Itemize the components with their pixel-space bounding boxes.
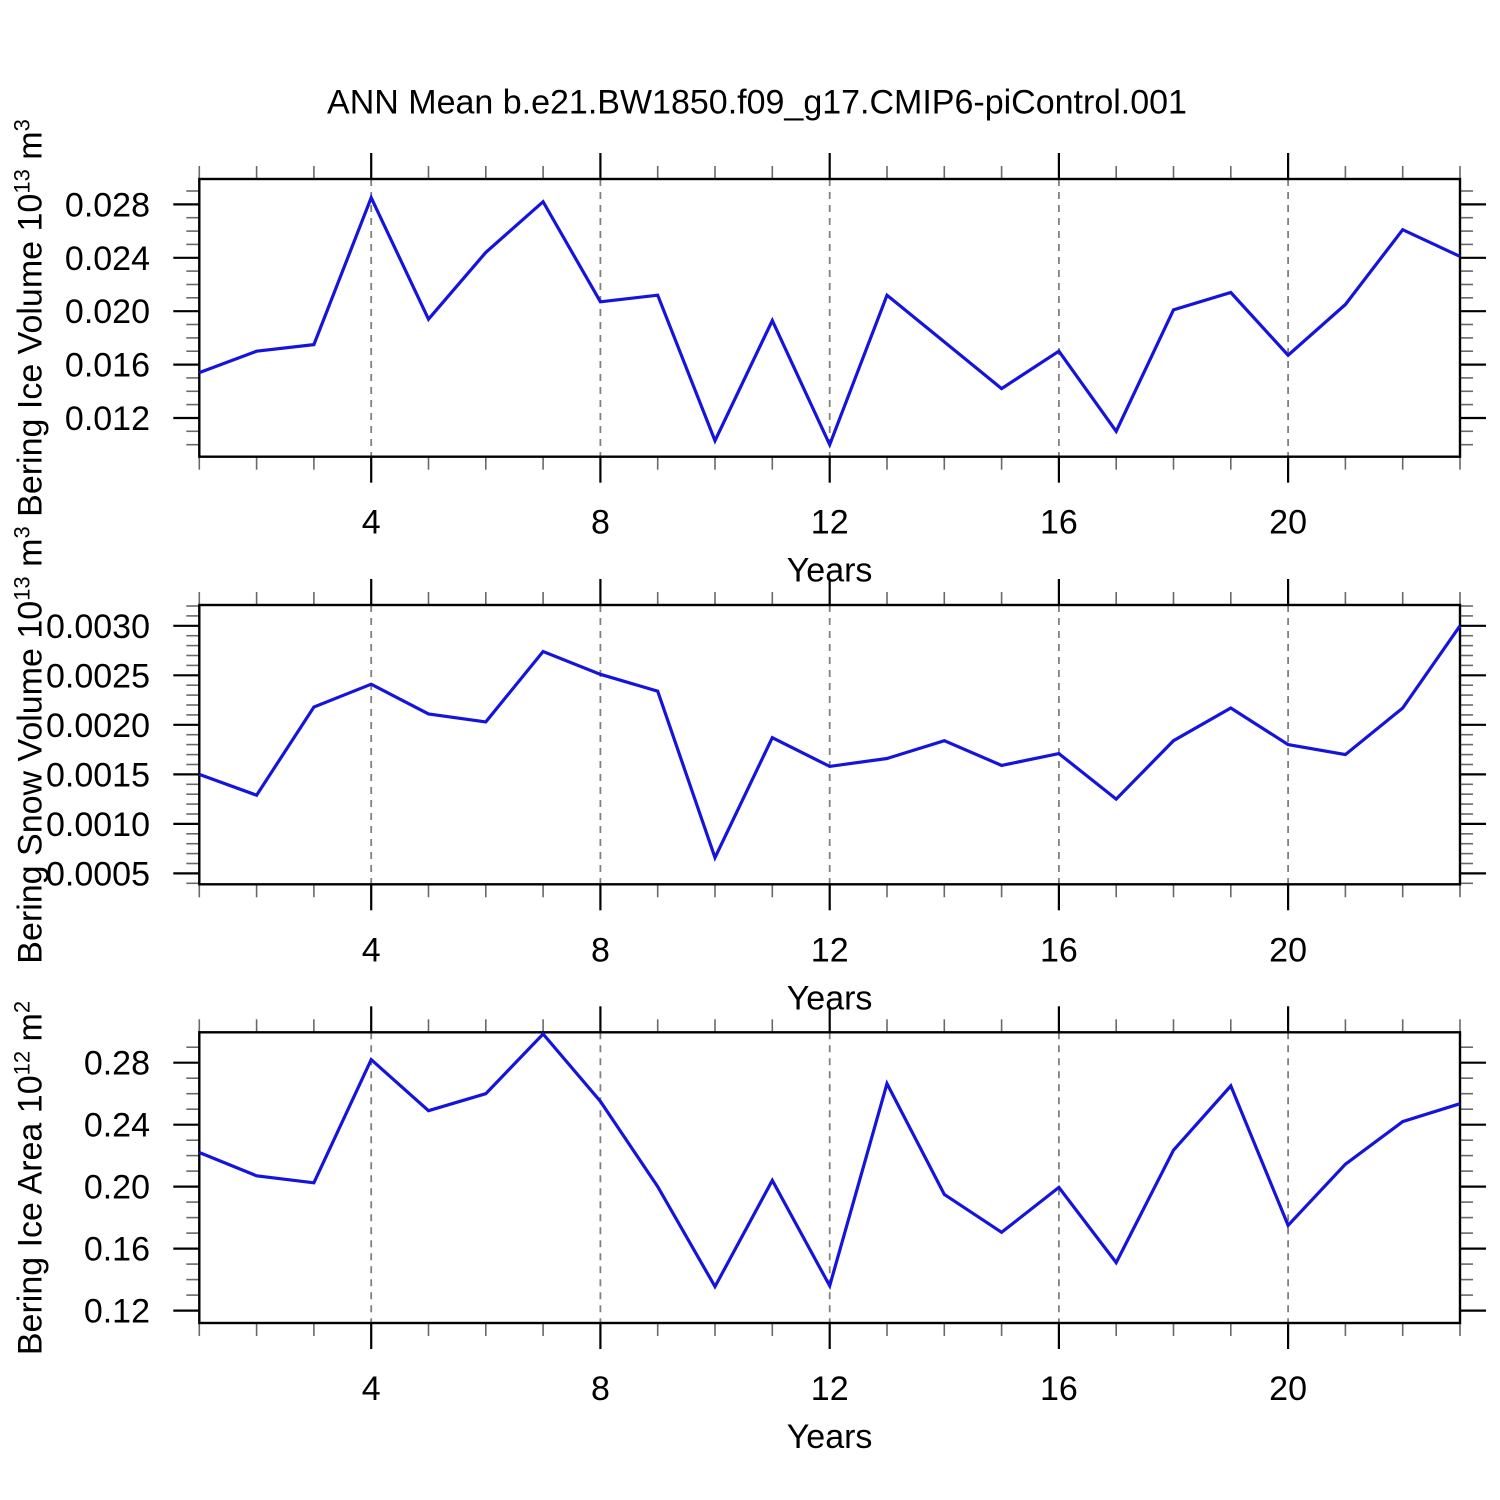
panel-2-xtick-label: 12 — [811, 1370, 849, 1408]
panel-0-y-ticks — [173, 190, 1486, 446]
panel-0-xtick-label: 4 — [362, 504, 381, 542]
panel-1-xtick-label: 8 — [591, 931, 610, 969]
plot-title: ANN Mean b.e21.BW1850.f09_g17.CMIP6-piCo… — [327, 83, 1187, 122]
panel-2-border — [198, 1031, 1462, 1325]
panel-0-xtick-label: 8 — [591, 504, 610, 542]
panel-1-xtick-label: 12 — [811, 931, 849, 969]
panel-0-data-line — [198, 193, 1461, 449]
panel-1-ytick-label: 0.0030 — [46, 608, 150, 646]
panel-0-xtick-label: 12 — [811, 504, 849, 542]
panel-0-xtick-label: 20 — [1269, 504, 1307, 542]
panel-0-ytick-label: 0.028 — [65, 186, 150, 224]
panel-2-xtick-label: 8 — [591, 1370, 610, 1408]
panel-0-ytick-label: 0.020 — [65, 293, 150, 331]
panel-2-x-ticks — [198, 1006, 1461, 1349]
panel-1-y-ticks — [173, 605, 1486, 885]
panel-1-border — [198, 603, 1462, 886]
panel-0-xtick-label: 16 — [1040, 504, 1078, 542]
panel-2-x-axis-title: Years — [787, 1418, 873, 1456]
panel-2-ytick-label: 0.12 — [84, 1293, 150, 1331]
panel-1-data-line — [198, 624, 1462, 862]
panel-1-x-ticks — [198, 579, 1461, 911]
panel-0-ytick-label: 0.016 — [65, 347, 150, 385]
panel-2-ytick-label: 0.24 — [84, 1107, 150, 1145]
panel-2-gridlines — [370, 1032, 1289, 1323]
panel-2-data-line — [198, 1031, 1461, 1291]
panel-1-ytick-label: 0.0015 — [46, 756, 150, 794]
panel-2-y-ticks — [173, 1046, 1486, 1312]
panel-0-border — [198, 177, 1462, 458]
panel-1-xtick-label: 4 — [362, 931, 381, 969]
panel-0-ytick-label: 0.024 — [65, 240, 150, 278]
panel-1-ytick-label: 0.0025 — [46, 657, 150, 695]
panel-2-xtick-label: 4 — [362, 1370, 381, 1408]
panel-0-ytick-label: 0.012 — [65, 400, 150, 438]
panel-1-ytick-label: 0.0020 — [46, 707, 150, 745]
panel-1-ytick-label: 0.0005 — [46, 855, 150, 893]
panel-0-gridlines — [370, 179, 1289, 457]
panel-1-xtick-label: 16 — [1040, 931, 1078, 969]
panel-2-xtick-label: 20 — [1269, 1370, 1307, 1408]
panel-1: 0.0005 0.0010 0.0015 0.0020 0.0025 0.0030 4 8 12… — [46, 579, 1486, 1017]
panel-0-x-ticks — [198, 153, 1461, 483]
panel-1-ytick-label: 0.0010 — [46, 806, 150, 844]
panel-2-xtick-label: 16 — [1040, 1370, 1078, 1408]
panel-2-ytick-label: 0.28 — [84, 1045, 150, 1083]
panel-2: 0.12 0.16 0.20 0.24 0.28 4 8 12 16 20 Years — [84, 1006, 1486, 1456]
panel-2-ytick-label: 0.20 — [84, 1169, 150, 1207]
panel-1-gridlines — [370, 605, 1289, 885]
panel-2-ytick-label: 0.16 — [84, 1231, 150, 1269]
panel-1-xtick-label: 20 — [1269, 931, 1307, 969]
